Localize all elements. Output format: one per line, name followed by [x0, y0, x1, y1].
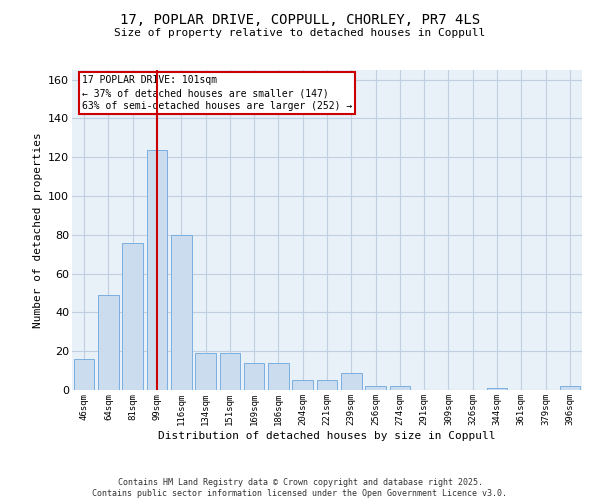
Bar — [292, 380, 313, 390]
Text: 17, POPLAR DRIVE, COPPULL, CHORLEY, PR7 4LS: 17, POPLAR DRIVE, COPPULL, CHORLEY, PR7 … — [120, 12, 480, 26]
Bar — [195, 353, 216, 390]
Bar — [122, 242, 143, 390]
Bar — [98, 295, 119, 390]
Bar — [244, 363, 265, 390]
X-axis label: Distribution of detached houses by size in Coppull: Distribution of detached houses by size … — [158, 430, 496, 440]
Bar — [220, 353, 240, 390]
Bar — [171, 235, 191, 390]
Bar — [487, 388, 508, 390]
Bar — [365, 386, 386, 390]
Y-axis label: Number of detached properties: Number of detached properties — [32, 132, 43, 328]
Bar — [74, 359, 94, 390]
Bar — [341, 372, 362, 390]
Text: 17 POPLAR DRIVE: 101sqm
← 37% of detached houses are smaller (147)
63% of semi-d: 17 POPLAR DRIVE: 101sqm ← 37% of detache… — [82, 75, 352, 111]
Bar — [146, 150, 167, 390]
Bar — [560, 386, 580, 390]
Text: Contains HM Land Registry data © Crown copyright and database right 2025.
Contai: Contains HM Land Registry data © Crown c… — [92, 478, 508, 498]
Bar — [389, 386, 410, 390]
Bar — [268, 363, 289, 390]
Bar — [317, 380, 337, 390]
Text: Size of property relative to detached houses in Coppull: Size of property relative to detached ho… — [115, 28, 485, 38]
